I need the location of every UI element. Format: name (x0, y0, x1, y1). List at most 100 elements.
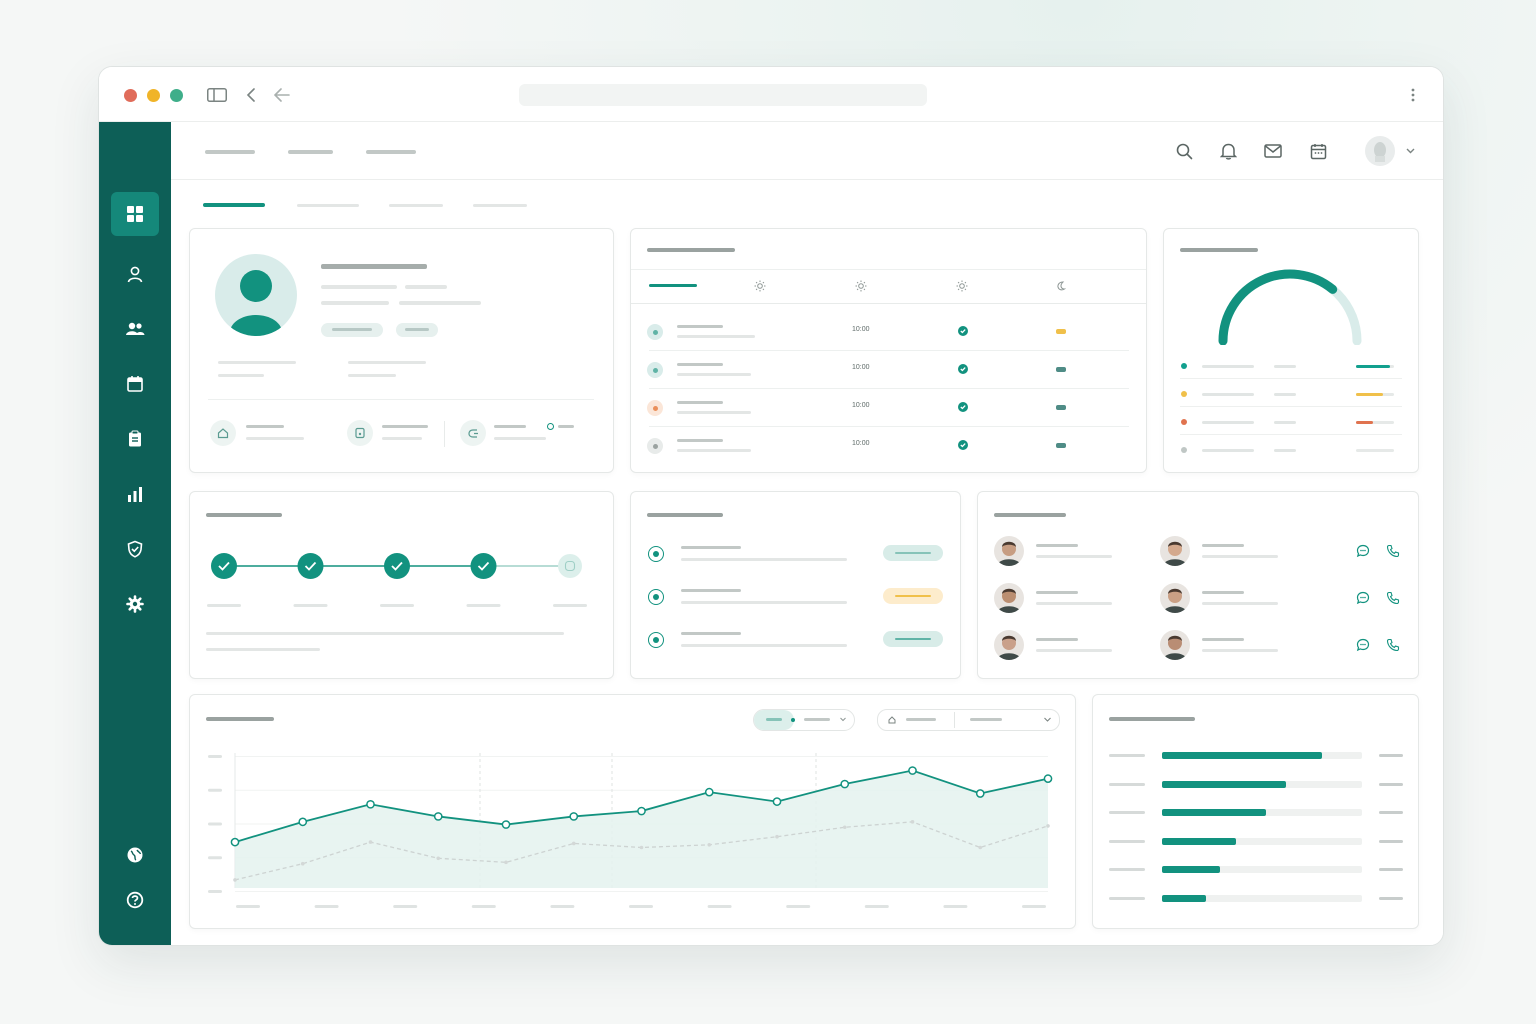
sun-icon[interactable] (853, 278, 869, 294)
series-2-point (842, 825, 847, 830)
series-1-point[interactable] (637, 806, 646, 816)
sidebar-toggle-icon[interactable] (205, 84, 229, 106)
tab-2[interactable] (297, 204, 359, 207)
user-avatar[interactable] (1365, 136, 1395, 166)
tab-overview-active[interactable] (203, 203, 265, 207)
mail-icon[interactable] (1262, 140, 1284, 162)
sidebar-item-language[interactable] (111, 833, 159, 877)
series-1-point[interactable] (366, 799, 375, 809)
chevron-down-icon[interactable] (1403, 144, 1417, 158)
sun-icon[interactable] (752, 278, 768, 294)
bar-list-row[interactable] (1093, 809, 1418, 821)
bell-icon[interactable] (1217, 140, 1239, 162)
calendar-icon[interactable] (1307, 140, 1329, 162)
schedule-row[interactable]: 10:00 (631, 351, 1146, 389)
series-1-point[interactable] (298, 817, 308, 827)
phone-call-icon[interactable] (1386, 544, 1400, 558)
bar-list-row[interactable] (1093, 780, 1418, 793)
bar-list-row[interactable] (1093, 866, 1418, 878)
sidebar-item-calendar[interactable] (111, 362, 159, 406)
main-content: 10:00 10:00 (171, 122, 1443, 945)
address-bar[interactable] (519, 84, 927, 106)
sidebar-item-security[interactable] (111, 527, 159, 571)
sidebar-item-reports[interactable] (111, 417, 159, 461)
legend-label (1202, 365, 1254, 368)
sun-icon[interactable] (954, 278, 970, 294)
schedule-row[interactable]: 10:00 (631, 389, 1146, 427)
team-member-avatar[interactable] (1160, 536, 1190, 566)
nav-link-3[interactable] (366, 150, 416, 154)
bar-fill (1162, 809, 1266, 816)
phone-call-icon[interactable] (1386, 638, 1400, 652)
series-1-point[interactable] (569, 812, 579, 821)
legend-dot (1181, 419, 1187, 425)
search-icon[interactable] (1173, 140, 1195, 162)
sidebar-item-team[interactable] (111, 307, 159, 351)
team-member-avatar[interactable] (1160, 583, 1190, 613)
series-1-point[interactable] (772, 797, 782, 806)
task-item[interactable] (631, 628, 960, 658)
link-icon (460, 420, 486, 446)
gauge-chart (1218, 269, 1362, 345)
sidebar-item-settings[interactable] (111, 582, 159, 626)
series-2-point (571, 841, 576, 846)
team-member-avatar[interactable] (994, 536, 1024, 566)
task-item[interactable] (631, 542, 960, 572)
series-filter-dropdown[interactable] (753, 709, 855, 731)
bar-list-row[interactable] (1093, 837, 1418, 850)
schedule-row[interactable]: 10:00 (631, 313, 1146, 351)
task-item[interactable] (631, 585, 960, 615)
task-badge-label (895, 595, 931, 597)
close-window-button[interactable] (124, 89, 137, 102)
series-2-point (978, 845, 983, 850)
series-1-point[interactable] (704, 787, 714, 797)
tab-4[interactable] (473, 204, 527, 207)
series-1-point[interactable] (975, 789, 985, 798)
bar-list-row[interactable] (1093, 894, 1418, 907)
schedule-tab-active[interactable] (649, 284, 697, 287)
schedule-row[interactable]: 10:00 (631, 427, 1146, 465)
team-member-role (1202, 555, 1278, 558)
chevron-down-icon (1044, 717, 1051, 722)
team-member-avatar[interactable] (994, 630, 1024, 660)
chevron-left-icon[interactable] (243, 84, 259, 106)
maximize-window-button[interactable] (170, 89, 183, 102)
legend-value (1274, 393, 1296, 396)
profile-avatar (215, 254, 297, 336)
team-member-avatar[interactable] (994, 583, 1024, 613)
series-1-point[interactable] (840, 779, 850, 789)
bar-list-row[interactable] (1093, 752, 1418, 764)
minimize-window-button[interactable] (147, 89, 160, 102)
series-1-point[interactable] (908, 766, 917, 775)
legend-bar-fill (1356, 421, 1374, 424)
legend-dot (1181, 391, 1187, 397)
sidebar-item-help[interactable] (111, 878, 159, 922)
moon-icon[interactable] (1053, 278, 1069, 294)
team-member-avatar[interactable] (1160, 630, 1190, 660)
phone-call-icon[interactable] (1386, 591, 1400, 605)
series-1-point[interactable] (1043, 774, 1053, 784)
bar-label (1109, 868, 1145, 871)
chat-icon[interactable] (1356, 638, 1370, 652)
tab-3[interactable] (389, 204, 443, 207)
check-icon (218, 561, 230, 571)
chat-icon[interactable] (1356, 544, 1370, 558)
sidebar-item-dashboard[interactable] (111, 192, 159, 236)
nav-link-2[interactable] (288, 150, 333, 154)
sidebar-item-profile[interactable] (111, 252, 159, 296)
team-member-role (1036, 649, 1112, 652)
sidebar-item-analytics[interactable] (111, 472, 159, 516)
x-tick-label (393, 905, 418, 908)
bar-fill (1162, 866, 1220, 873)
series-1-point[interactable] (501, 820, 511, 829)
series-2-point (775, 834, 779, 839)
more-vertical-icon[interactable] (1405, 84, 1421, 106)
task-status-icon (648, 589, 664, 605)
nav-link-1[interactable] (205, 150, 255, 154)
date-range-picker[interactable] (877, 709, 1060, 731)
series-1-point[interactable] (230, 837, 240, 847)
back-arrow-icon[interactable] (273, 84, 291, 106)
chat-icon[interactable] (1356, 591, 1370, 605)
contact-value (494, 437, 546, 440)
series-1-point[interactable] (433, 812, 443, 821)
